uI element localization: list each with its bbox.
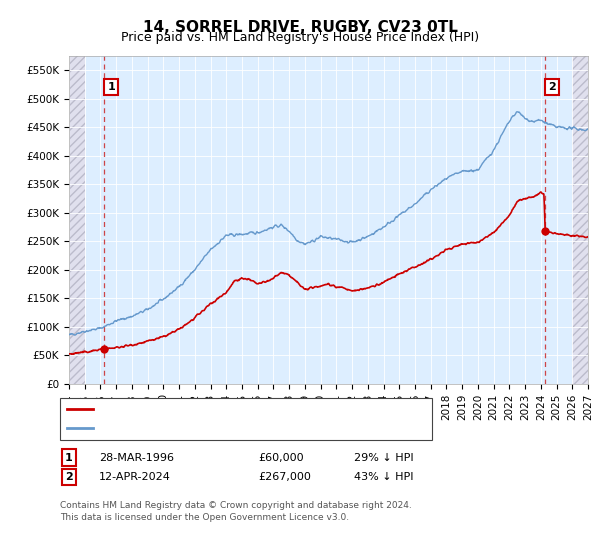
- Text: 2: 2: [65, 472, 73, 482]
- Text: 14, SORREL DRIVE, RUGBY, CV23 0TL: 14, SORREL DRIVE, RUGBY, CV23 0TL: [143, 20, 457, 35]
- Bar: [572, 56, 596, 384]
- Text: 1: 1: [65, 452, 73, 463]
- Text: £267,000: £267,000: [258, 472, 311, 482]
- Text: Price paid vs. HM Land Registry's House Price Index (HPI): Price paid vs. HM Land Registry's House …: [121, 31, 479, 44]
- Text: £60,000: £60,000: [258, 452, 304, 463]
- Text: HPI: Average price, detached house, Rugby: HPI: Average price, detached house, Rugb…: [98, 423, 340, 433]
- Text: 2: 2: [548, 82, 556, 92]
- Text: 29% ↓ HPI: 29% ↓ HPI: [354, 452, 413, 463]
- Text: 14, SORREL DRIVE, RUGBY, CV23 0TL (detached house): 14, SORREL DRIVE, RUGBY, CV23 0TL (detac…: [98, 404, 409, 414]
- Text: 28-MAR-1996: 28-MAR-1996: [99, 452, 174, 463]
- Text: Contains HM Land Registry data © Crown copyright and database right 2024.
This d: Contains HM Land Registry data © Crown c…: [60, 501, 412, 522]
- Text: 1: 1: [107, 82, 115, 92]
- Bar: [69, 56, 85, 384]
- Text: 43% ↓ HPI: 43% ↓ HPI: [354, 472, 413, 482]
- Text: 12-APR-2024: 12-APR-2024: [99, 472, 171, 482]
